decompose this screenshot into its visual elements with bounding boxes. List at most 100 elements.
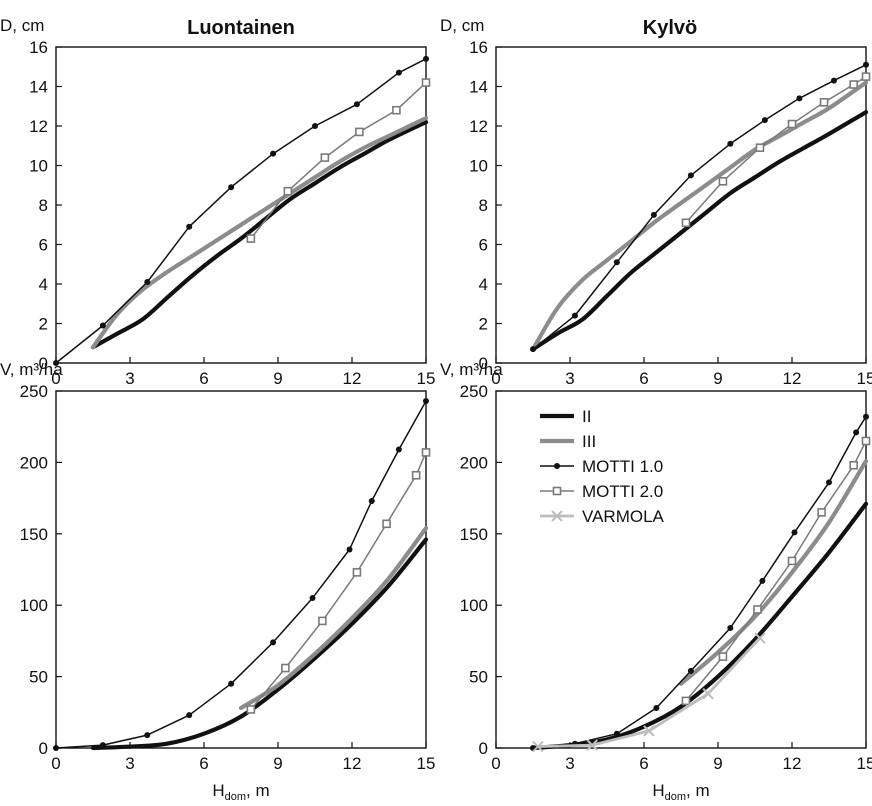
y-tick-label: 6 xyxy=(479,236,488,255)
series-ii xyxy=(530,110,869,352)
series-iii xyxy=(678,458,869,686)
x-tick-label: 3 xyxy=(125,369,134,388)
panel-top-left: Luontainen D, cm 0 3 6 9 12 15 0 2 4 6 8 10 12 14 16 xyxy=(0,16,435,388)
y-tick-label: 100 xyxy=(20,596,48,615)
data-point xyxy=(830,77,837,84)
y-tick-label: 14 xyxy=(29,78,48,97)
x-tick-label: 0 xyxy=(51,369,60,388)
x-tick-label: 6 xyxy=(639,369,648,388)
y-tick-label: 50 xyxy=(469,668,488,687)
y-axis-label: V, m³/ha xyxy=(440,360,503,379)
x-tick-label: 12 xyxy=(783,754,802,773)
x-tick-label: 9 xyxy=(713,754,722,773)
data-point xyxy=(312,123,318,129)
data-point xyxy=(270,150,277,157)
data-point xyxy=(228,680,235,687)
data-point xyxy=(863,61,869,68)
data-point xyxy=(687,667,694,674)
y-tick-label: 250 xyxy=(460,382,488,401)
data-point xyxy=(530,346,536,353)
x-tick-label: 3 xyxy=(565,369,574,388)
data-point xyxy=(761,117,768,124)
x-tick-label: 6 xyxy=(199,754,208,773)
y-tick-label: 2 xyxy=(479,315,488,334)
x-tick-label: 3 xyxy=(565,754,574,773)
series-ii xyxy=(530,501,869,751)
series-line-iii xyxy=(90,116,429,350)
y-tick-label: 10 xyxy=(469,157,488,176)
series-iii xyxy=(90,116,429,350)
data-point xyxy=(754,632,766,644)
x-tick-label: 9 xyxy=(713,369,722,388)
data-point xyxy=(863,413,869,420)
series-line-ii xyxy=(530,501,869,751)
data-point xyxy=(753,605,762,614)
series-motti-1-0 xyxy=(530,413,869,751)
legend-entry-motti-2-0: MOTTI 2.0 xyxy=(540,482,663,501)
y-tick-label: 0 xyxy=(39,354,48,373)
series-motti-2-0 xyxy=(246,78,431,243)
legend-label: VARMOLA xyxy=(582,507,665,526)
data-point xyxy=(395,69,402,76)
y-tick-label: 12 xyxy=(29,117,48,136)
y-tick-label: 250 xyxy=(20,382,48,401)
series-line-ii xyxy=(90,120,429,350)
y-tick-label: 12 xyxy=(469,117,488,136)
data-point xyxy=(99,322,106,329)
data-point xyxy=(283,186,293,196)
data-point xyxy=(411,470,421,480)
y-tick-label: 2 xyxy=(39,315,48,334)
y-tick-label: 0 xyxy=(39,739,48,758)
data-point xyxy=(186,712,193,719)
data-point xyxy=(643,725,655,737)
data-point xyxy=(423,397,429,404)
data-point xyxy=(853,429,860,436)
series-motti-2-0 xyxy=(246,448,431,714)
data-point xyxy=(650,211,657,218)
data-point xyxy=(355,127,364,137)
data-point xyxy=(681,218,691,228)
x-tick-label: 15 xyxy=(857,369,872,388)
y-tick-label: 150 xyxy=(460,525,488,544)
x-tick-label: 15 xyxy=(417,369,436,388)
data-point xyxy=(353,101,360,108)
x-tick-label: 6 xyxy=(639,754,648,773)
legend-entry-varmola: VARMOLA xyxy=(540,507,665,526)
series-varmola xyxy=(532,632,766,753)
x-tick-label: 15 xyxy=(417,754,436,773)
series-motti-1-0 xyxy=(53,397,429,751)
series-line-motti-2-0 xyxy=(685,75,867,224)
data-point xyxy=(99,742,106,749)
legend-entry-ii: II xyxy=(540,407,591,426)
series-line-ii xyxy=(90,537,429,751)
series-iii xyxy=(238,526,429,711)
panel-top-right: Kylvö D, cm 0 3 6 9 12 15 0 2 4 6 8 10 12 14 16 xyxy=(440,16,872,388)
data-point xyxy=(702,688,714,700)
x-tick-label: 9 xyxy=(273,754,282,773)
data-point xyxy=(755,143,765,153)
data-point xyxy=(687,172,694,179)
y-tick-label: 150 xyxy=(20,525,48,544)
legend-label: III xyxy=(582,432,596,451)
y-tick-label: 0 xyxy=(479,354,488,373)
data-point xyxy=(53,745,59,751)
y-axis-label: V, m³/ha xyxy=(0,360,63,379)
data-point xyxy=(681,696,691,706)
data-point xyxy=(861,72,871,81)
series-line-motti-2-0 xyxy=(250,451,427,711)
data-point xyxy=(382,519,391,529)
x-tick-label: 6 xyxy=(199,369,208,388)
data-point xyxy=(849,80,858,89)
series-line-iii xyxy=(530,80,869,352)
data-point xyxy=(759,577,766,584)
data-point xyxy=(421,448,431,457)
series-line-motti-2-0 xyxy=(250,81,427,240)
y-tick-label: 0 xyxy=(479,739,488,758)
series-line-motti-1-0 xyxy=(55,400,427,749)
y-tick-label: 200 xyxy=(460,453,488,472)
data-point xyxy=(144,732,151,739)
data-point xyxy=(53,360,59,366)
